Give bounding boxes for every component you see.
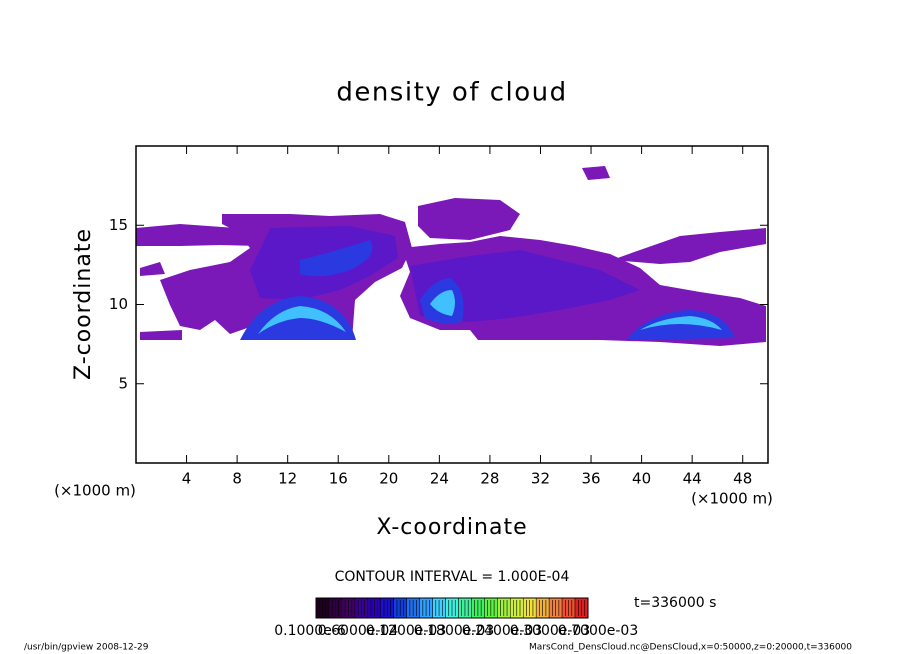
colorbar-label: 0.6000e-04 (318, 623, 399, 639)
y-tick-label: 5 (118, 374, 128, 392)
colorbar-label: 0.2400e-03 (462, 623, 542, 639)
chart-title: density of cloud (336, 78, 567, 108)
x-tick-label: 44 (683, 470, 702, 488)
colorbar-label: 0.1800e-03 (414, 623, 494, 639)
x-tick-label: 36 (581, 470, 600, 488)
contour-interval: CONTOUR INTERVAL = 1.000E-04 (335, 569, 570, 585)
colorbar: 0.1000e-60.6000e-040.1200e-030.1800e-030… (274, 597, 638, 639)
y-axis-label: Z-coordinate (71, 228, 96, 380)
x-tick-label: 28 (480, 470, 499, 488)
colorbar-label: 0.1000e-6 (274, 623, 346, 639)
x-tick-label: 40 (632, 470, 651, 488)
x-tick-label: 12 (278, 470, 297, 488)
y-tick-label: 15 (109, 216, 128, 234)
footer-left: /usr/bin/gpview 2008-12-29 (24, 643, 149, 653)
x-unit-label: (×1000 m) (54, 482, 136, 500)
colorbar-label: 0.7000e-03 (558, 623, 638, 639)
colorbar-label: 0.3000e-03 (510, 623, 590, 639)
footer-right: MarsCond_DensCloud.nc@DensCloud,x=0:5000… (529, 643, 852, 653)
x-tick-label: 24 (430, 470, 449, 488)
cloud-field (136, 166, 766, 346)
colorbar-frame (315, 597, 589, 619)
x-tick-label: 4 (182, 470, 192, 488)
x-tick-label: 8 (232, 470, 242, 488)
time-label: t=336000 s (634, 595, 716, 611)
y-tick-label: 10 (109, 295, 128, 313)
x-unit-label: (×1000 m) (691, 490, 773, 508)
cloud-peak (258, 290, 722, 334)
x-tick-label: 32 (531, 470, 550, 488)
x-axis-label: X-coordinate (376, 515, 527, 540)
x-tick-label: 16 (329, 470, 348, 488)
colorbar-label: 0.1200e-03 (366, 623, 446, 639)
x-tick-label: 20 (379, 470, 398, 488)
x-tick-label: 48 (733, 470, 752, 488)
